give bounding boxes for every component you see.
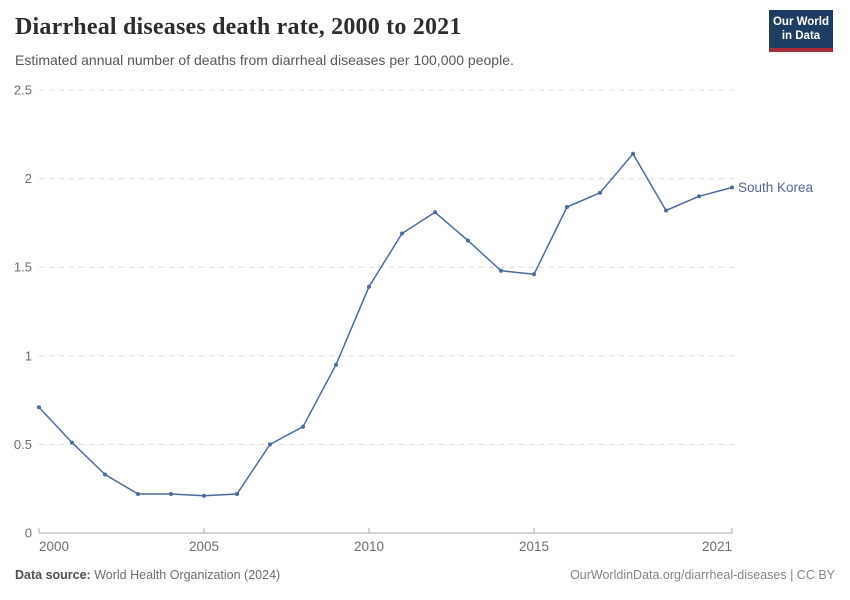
y-tick-label: 1.5	[14, 260, 32, 275]
data-point[interactable]	[334, 362, 338, 367]
y-tick-label: 1	[25, 348, 32, 363]
data-point[interactable]	[301, 424, 305, 429]
y-axis-labels: 0 0.5 1 1.5 2 2.5	[14, 83, 32, 541]
data-point[interactable]	[103, 472, 107, 477]
chart-footer: Data source: World Health Organization (…	[15, 568, 835, 582]
x-tick-label: 2021	[702, 539, 732, 554]
data-point[interactable]	[367, 284, 371, 289]
data-point[interactable]	[202, 493, 206, 498]
x-tick-label: 2010	[354, 539, 384, 554]
page-title: Diarrheal diseases death rate, 2000 to 2…	[15, 14, 462, 40]
owid-logo-line2: in Data	[781, 30, 821, 43]
data-point[interactable]	[268, 442, 272, 447]
owid-logo-line1: Our World	[772, 16, 829, 28]
data-source: Data source: World Health Organization (…	[15, 568, 280, 582]
y-tick-label: 2.5	[14, 83, 32, 98]
x-axis-labels: 2000 2005 2010 2015 2021	[39, 528, 732, 554]
x-tick-label: 2005	[189, 539, 219, 554]
chart-subtitle: Estimated annual number of deaths from d…	[15, 52, 514, 68]
x-tick-label: 2015	[519, 539, 549, 554]
x-tick-label: 2000	[39, 539, 69, 554]
series-south-korea[interactable]	[37, 151, 734, 498]
data-point[interactable]	[235, 492, 239, 496]
series-line[interactable]	[38, 153, 733, 497]
data-source-label: Data source:	[15, 568, 91, 582]
data-point[interactable]	[136, 492, 140, 496]
owid-logo: Our World in Data	[769, 10, 833, 52]
data-point[interactable]	[532, 272, 536, 277]
gridlines	[38, 89, 736, 534]
data-point[interactable]	[730, 185, 734, 190]
data-point[interactable]	[70, 440, 74, 445]
data-point[interactable]	[499, 268, 503, 273]
entity-label: South Korea	[738, 180, 814, 195]
data-point[interactable]	[598, 190, 602, 195]
data-point[interactable]	[400, 231, 404, 236]
y-tick-label: 2	[25, 171, 32, 186]
data-point[interactable]	[169, 492, 173, 496]
y-tick-label: 0	[25, 526, 32, 541]
data-point[interactable]	[433, 210, 437, 215]
data-point[interactable]	[697, 194, 701, 199]
data-point[interactable]	[37, 405, 41, 410]
data-source-value: World Health Organization (2024)	[90, 568, 281, 582]
data-point[interactable]	[631, 151, 635, 156]
y-tick-label: 0.5	[14, 437, 32, 452]
credit-link[interactable]: OurWorldinData.org/diarrheal-diseases | …	[570, 568, 835, 582]
data-point[interactable]	[565, 205, 569, 209]
data-point[interactable]	[664, 208, 668, 213]
data-point[interactable]	[466, 238, 470, 243]
